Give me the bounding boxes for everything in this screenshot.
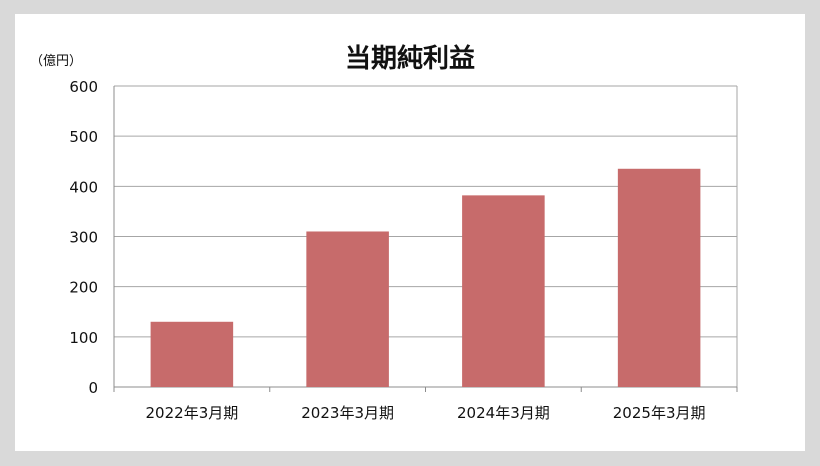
x-tick-label: 2024年3月期 [457,404,550,422]
bar-4 [617,168,701,387]
y-tick-label: 200 [69,279,98,297]
chart-title: 当期純利益 [344,44,475,74]
y-tick-label: 100 [69,329,98,347]
x-tick-label: 2025年3月期 [613,404,706,422]
bar-1 [150,321,234,387]
y-tick-label: 500 [69,128,98,146]
x-tick-label: 2022年3月期 [146,404,239,422]
y-tick-label: 400 [69,178,98,196]
bar-2 [306,231,389,387]
y-tick-label: 300 [69,229,98,247]
y-axis-unit-label: （億円） [30,54,83,69]
bar-3 [462,195,545,387]
y-tick-label: 0 [88,379,98,397]
x-tick-label: 2023年3月期 [301,404,394,422]
y-tick-label: 600 [69,78,98,96]
